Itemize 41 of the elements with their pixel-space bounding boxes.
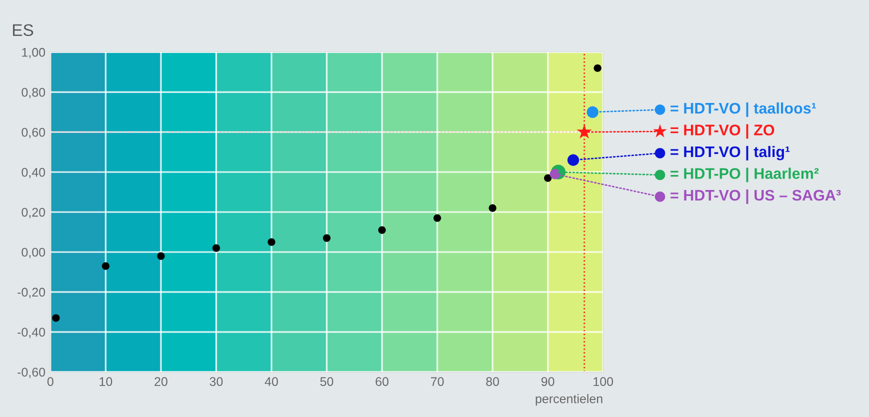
- x-tick-label: 50: [320, 377, 334, 386]
- x-tick-label: 80: [486, 377, 500, 386]
- x-tick-label: 90: [541, 377, 554, 386]
- point: [378, 226, 386, 234]
- point: [586, 106, 598, 118]
- x-tick-label: 30: [210, 377, 223, 386]
- point: [488, 204, 496, 212]
- point: [52, 314, 60, 322]
- point: [576, 124, 592, 138]
- x-tick-label: 70: [430, 377, 444, 386]
- point: [268, 238, 276, 246]
- point: [544, 174, 552, 182]
- point: [567, 154, 580, 166]
- x-tick-label: 0: [47, 377, 54, 386]
- x-tick-label: 100: [594, 377, 614, 386]
- y-tick-label: 0,20: [22, 208, 46, 218]
- x-tick-label: 40: [264, 377, 278, 386]
- legend-label: = HDT-VO | ZO: [670, 124, 774, 139]
- y-tick-label: -0,60: [18, 368, 46, 378]
- y-tick-label: -0,20: [18, 288, 46, 298]
- point: [157, 252, 165, 260]
- y-tick-label: 1,00: [22, 48, 46, 58]
- y-tick-label: 0,40: [22, 168, 46, 178]
- x-tick-label: 20: [154, 377, 168, 386]
- x-tick-label: 60: [376, 377, 388, 386]
- legend-label: = HDT-PO | Haarlem²: [670, 168, 819, 182]
- point: [212, 244, 220, 252]
- legend-label: = HDT-VO | talig¹: [670, 146, 790, 160]
- y-tick-label: 0,80: [22, 88, 46, 98]
- legend-label: = HDT-VO | taalloos¹: [670, 102, 816, 117]
- x-tick-label: 10: [100, 377, 112, 386]
- point: [102, 262, 110, 270]
- y-tick-label: 0,60: [22, 128, 46, 138]
- point: [322, 234, 331, 242]
- y-tick-label: -0,40: [18, 328, 46, 338]
- y-axis-title: ES: [13, 24, 34, 36]
- x-axis-title: percentielen: [536, 394, 602, 406]
- point: [433, 214, 442, 222]
- point: [594, 64, 602, 72]
- legend-label: = HDT-VO | US – SAGA³: [670, 189, 841, 204]
- y-tick-label: 0,00: [22, 248, 46, 258]
